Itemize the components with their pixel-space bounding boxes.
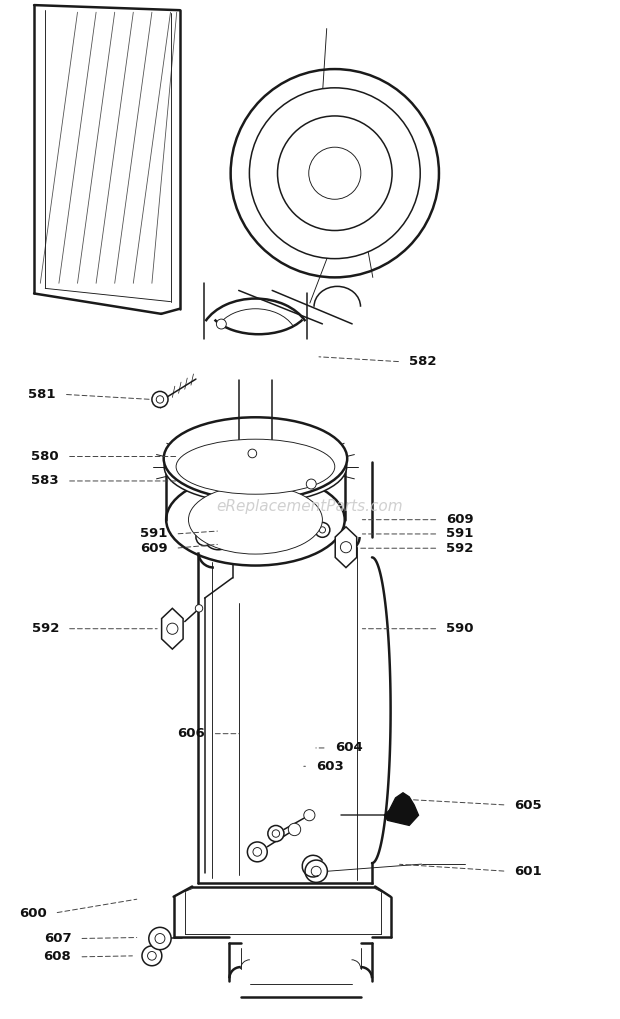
Circle shape <box>319 527 326 533</box>
Circle shape <box>255 531 265 541</box>
Text: 601: 601 <box>515 865 542 877</box>
Circle shape <box>268 531 278 541</box>
Circle shape <box>243 531 253 541</box>
Circle shape <box>340 542 352 552</box>
Text: 604: 604 <box>335 742 363 754</box>
Text: eReplacementParts.com: eReplacementParts.com <box>216 499 404 514</box>
Text: 592: 592 <box>446 542 474 554</box>
Circle shape <box>196 528 213 546</box>
Text: 609: 609 <box>446 514 474 526</box>
Polygon shape <box>384 793 418 825</box>
Circle shape <box>278 116 392 230</box>
Circle shape <box>156 395 164 404</box>
Circle shape <box>249 88 420 259</box>
Text: 600: 600 <box>19 907 46 919</box>
Circle shape <box>231 69 439 277</box>
Text: 583: 583 <box>31 475 59 487</box>
Circle shape <box>304 810 315 820</box>
Circle shape <box>309 147 361 200</box>
Text: 592: 592 <box>32 623 59 635</box>
Text: 582: 582 <box>409 356 436 368</box>
Circle shape <box>247 842 267 862</box>
Ellipse shape <box>164 430 347 503</box>
Circle shape <box>195 604 203 612</box>
Text: 591: 591 <box>140 528 167 540</box>
Circle shape <box>305 860 327 882</box>
Text: 607: 607 <box>43 932 71 945</box>
Text: 591: 591 <box>446 528 474 540</box>
Circle shape <box>291 527 300 535</box>
Ellipse shape <box>166 474 345 566</box>
Text: 605: 605 <box>515 799 542 811</box>
Circle shape <box>231 531 241 541</box>
Text: 608: 608 <box>43 951 71 963</box>
Text: 581: 581 <box>29 388 56 400</box>
Circle shape <box>311 866 321 876</box>
Circle shape <box>152 391 168 408</box>
Text: 609: 609 <box>140 542 167 554</box>
Circle shape <box>280 527 288 535</box>
Circle shape <box>149 927 171 950</box>
Circle shape <box>268 527 277 535</box>
Circle shape <box>253 848 262 856</box>
Circle shape <box>142 946 162 966</box>
Text: 590: 590 <box>446 623 474 635</box>
Circle shape <box>272 829 280 838</box>
Circle shape <box>306 479 316 489</box>
Circle shape <box>218 531 228 541</box>
Circle shape <box>315 523 330 537</box>
Text: 603: 603 <box>316 760 344 772</box>
Ellipse shape <box>188 485 322 554</box>
Circle shape <box>201 533 208 541</box>
Polygon shape <box>335 527 356 568</box>
Circle shape <box>148 952 156 960</box>
Ellipse shape <box>176 439 335 494</box>
Ellipse shape <box>164 418 347 500</box>
Polygon shape <box>162 608 183 649</box>
Text: 606: 606 <box>177 728 205 740</box>
Circle shape <box>167 624 178 634</box>
Circle shape <box>248 449 257 458</box>
Text: 580: 580 <box>31 450 59 463</box>
Circle shape <box>303 527 311 535</box>
Circle shape <box>155 933 165 944</box>
Circle shape <box>216 319 226 329</box>
Circle shape <box>268 825 284 842</box>
Circle shape <box>288 823 301 836</box>
